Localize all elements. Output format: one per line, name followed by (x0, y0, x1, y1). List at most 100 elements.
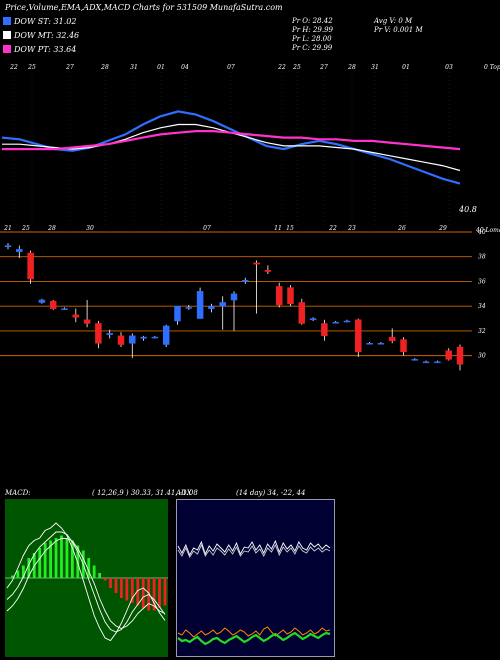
macd-histogram-bar (98, 573, 102, 578)
macd-histogram-bar (103, 578, 107, 581)
macd-histogram-bar (43, 543, 47, 578)
legend-dow-pt: DOW PT: 33.64 (3, 45, 76, 54)
candle-x-tick-label: 15 (286, 225, 294, 232)
candle-body (196, 291, 204, 319)
adx-panel (176, 499, 335, 657)
stat-pr-high: Pr H: 29.99 (292, 26, 334, 34)
candle-x-tick-label: 21 (3, 225, 12, 232)
macd-histogram-bar (54, 538, 58, 578)
candle-body (242, 279, 249, 282)
macd-histogram-bar (152, 578, 156, 611)
candle (185, 304, 193, 310)
candle (309, 317, 317, 322)
candle (129, 333, 136, 359)
candle-body (332, 322, 339, 324)
candle (196, 287, 204, 319)
ema-x-tick-label: 28 (347, 64, 356, 71)
candle-body (83, 319, 91, 324)
macd-histogram-bar (136, 578, 140, 606)
candle-x-tick-label: 30 (86, 225, 94, 232)
macd-histogram-bar (11, 575, 14, 578)
candle-body (388, 336, 396, 342)
candle-body (321, 323, 328, 337)
stat-pr-close: Pr C: 29.99 (292, 44, 333, 52)
legend-label-st: DOW ST: 31.02 (14, 17, 77, 26)
adx-series-line (177, 539, 331, 557)
candle (366, 342, 373, 345)
adx-series-line (177, 543, 331, 558)
candle-body (400, 339, 407, 353)
candle (83, 300, 91, 328)
candle (140, 335, 147, 341)
candle (332, 321, 339, 324)
candle-x-tick-label: 26 (397, 225, 406, 232)
macd-series-line (6, 522, 166, 642)
candle (27, 250, 34, 284)
candle-body (411, 359, 419, 361)
candle-body (445, 350, 452, 360)
candle (242, 277, 249, 284)
candle (343, 319, 351, 323)
legend-swatch-st (3, 17, 11, 25)
macd-histogram-bar (87, 558, 91, 578)
candle (422, 360, 430, 364)
candle-body (27, 252, 34, 280)
candle-x-tick-label: 23 (347, 225, 356, 232)
candle-body (16, 249, 23, 253)
macd-histogram-bar (92, 565, 96, 578)
macd-histogram-bar (158, 578, 161, 608)
candle (219, 296, 226, 330)
macd-series-line (6, 531, 166, 633)
legend-swatch-pt (3, 45, 11, 53)
legend-dow-st: DOW ST: 31.02 (3, 17, 76, 26)
candle (162, 324, 170, 347)
candle-body (298, 302, 306, 324)
ema-axis-note: 0 Topa (484, 64, 500, 71)
candle (16, 245, 23, 258)
candle (151, 335, 159, 339)
candle (174, 305, 181, 325)
candle-body (151, 336, 159, 339)
macd-params: ( 12,26,9 ) 30.33, 31.41, -1.08 (92, 489, 198, 497)
candle-body (264, 270, 272, 272)
ema-x-tick-label: 25 (292, 64, 301, 71)
ema-x-tick-label: 04 (181, 64, 189, 71)
ema-x-tick-label: 28 (100, 64, 109, 71)
legend-label-mt: DOW MT: 32.46 (14, 31, 80, 40)
stat-pr-open: Pr O: 28.42 (292, 17, 333, 25)
macd-histogram-bar (109, 578, 112, 588)
ema-series-dow-st (1, 110, 461, 185)
macd-title: MACD: (5, 489, 31, 497)
candle (72, 308, 80, 323)
candle (434, 360, 441, 364)
price-panels: 22 25 27 28 31 01 04 07 22 25 27 28 31 01 03 0 Topa 40.8… (0, 64, 500, 371)
stat-pr-low: Pr L: 28.00 (292, 35, 332, 43)
macd-histogram-bar (65, 538, 69, 578)
macd-histogram-bar (125, 578, 129, 601)
candle-body (129, 335, 136, 344)
ema-x-tick-label: 31 (130, 64, 138, 71)
legend-swatch-mt (3, 31, 11, 39)
candle-body (230, 293, 238, 301)
macd-histogram-bar (70, 540, 74, 578)
candle (445, 348, 452, 361)
macd-histogram-bar (141, 578, 145, 608)
candle (95, 321, 102, 349)
candle-body (72, 314, 80, 318)
candle-body (38, 299, 46, 303)
candle (298, 298, 306, 325)
adx-plot-bg (176, 499, 335, 657)
macd-histogram-bar (16, 570, 20, 578)
candle (411, 358, 419, 361)
candle (49, 300, 57, 310)
ema-x-tick-label: 22 (9, 64, 18, 71)
candle (377, 342, 385, 345)
candle-body (366, 343, 373, 345)
candle-y-label-top: 40 Loma (475, 227, 500, 234)
candle-body (95, 323, 102, 344)
candle-y-tick-label: 36 (478, 278, 486, 285)
candle-y-tick-label: 34 (478, 303, 486, 310)
candle (355, 318, 362, 357)
candle-y-tick-label: 32 (478, 328, 486, 335)
candle (321, 319, 328, 341)
